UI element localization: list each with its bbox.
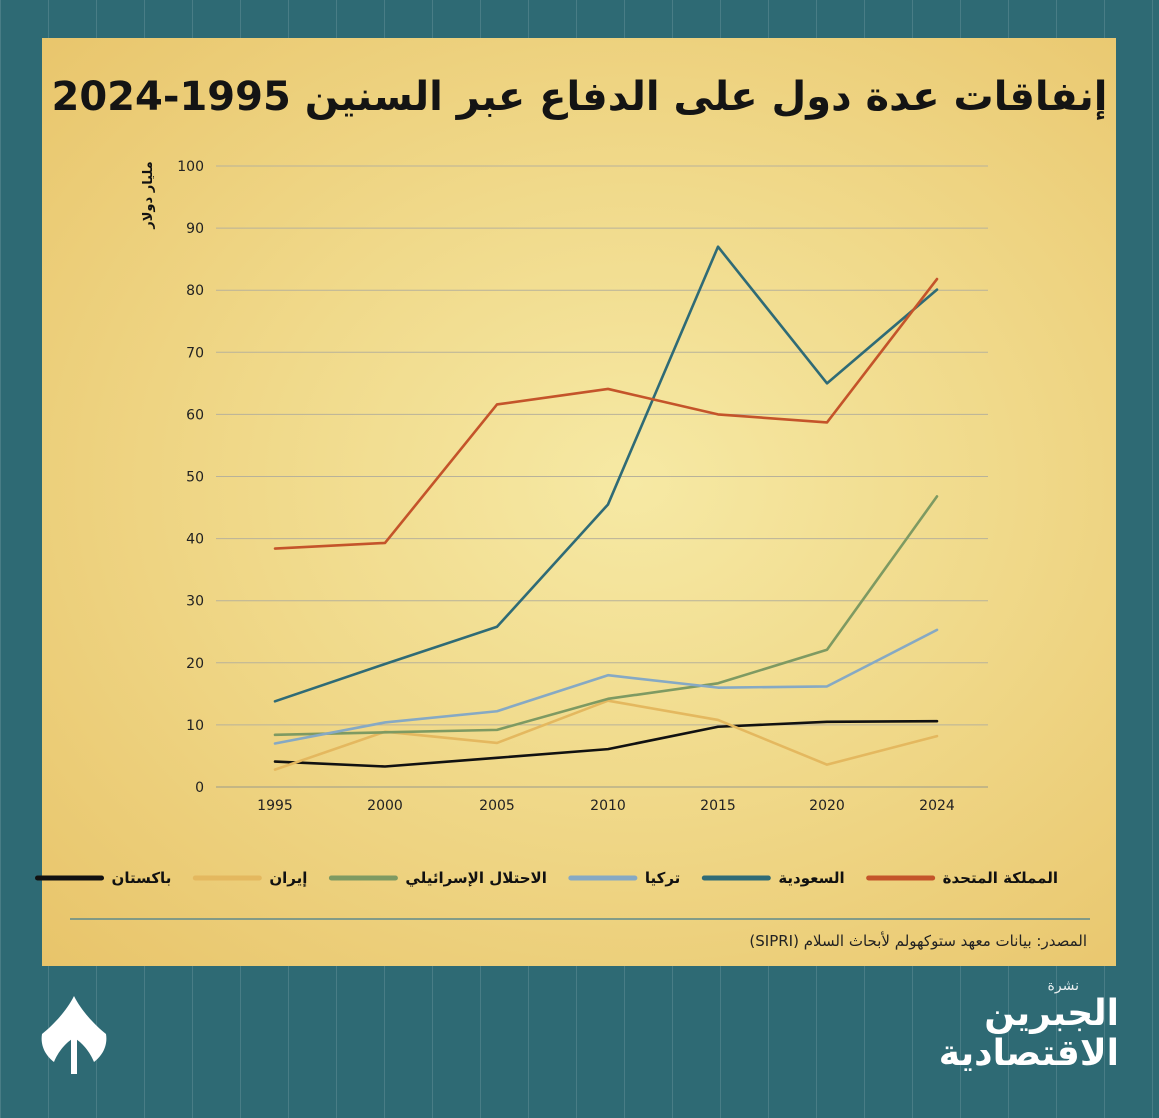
brand-wordmark: نشرة الجبرين الاقتصادية [939, 978, 1119, 1074]
legend-label: السعودية [778, 869, 844, 887]
x-tick-label: 2010 [590, 798, 626, 814]
y-axis-label: مليار دولار [141, 161, 156, 229]
brand-name-line2: الاقتصادية [938, 1033, 1119, 1074]
legend-label: إيران [269, 869, 307, 887]
legend-label: باكستان [112, 869, 172, 887]
x-tick-label: 2000 [367, 798, 403, 814]
y-tick-label: 40 [186, 532, 204, 548]
y-tick-label: 100 [177, 159, 204, 175]
legend-label: المملكة المتحدة [943, 869, 1058, 887]
series-line [273, 628, 939, 745]
chart-panel [42, 38, 1116, 966]
y-tick-label: 10 [186, 718, 204, 734]
x-tick-label: 2015 [700, 798, 736, 814]
series-line [273, 699, 939, 771]
y-tick-label: 30 [186, 594, 204, 610]
brand-name-line1: الجبرين [984, 993, 1119, 1034]
x-tick-label: 2005 [479, 798, 515, 814]
chart-title: إنفاقات عدة دول على الدفاع عبر السنين 19… [51, 74, 1108, 120]
series-line [273, 277, 939, 550]
brand-small-label: نشرة [1047, 978, 1079, 994]
series-line [273, 495, 939, 737]
y-tick-label: 50 [186, 470, 204, 486]
source-note: المصدر: بيانات معهد ستوكهولم لأبحاث السل… [749, 932, 1087, 950]
x-tick-label: 2024 [919, 798, 955, 814]
x-tick-label: 2020 [809, 798, 845, 814]
legend-label: تركيا [645, 869, 680, 887]
brand-logo-icon [36, 992, 112, 1082]
series-line [273, 719, 939, 768]
y-tick-label: 90 [186, 221, 204, 237]
legend-label: الاحتلال الإسرائيلي [405, 869, 546, 887]
y-tick-label: 20 [186, 656, 204, 672]
y-tick-label: 70 [186, 345, 204, 361]
series-line [273, 245, 939, 703]
y-tick-label: 80 [186, 283, 204, 299]
y-tick-label: 0 [195, 780, 204, 796]
x-tick-label: 1995 [257, 798, 293, 814]
y-tick-label: 60 [186, 407, 204, 423]
